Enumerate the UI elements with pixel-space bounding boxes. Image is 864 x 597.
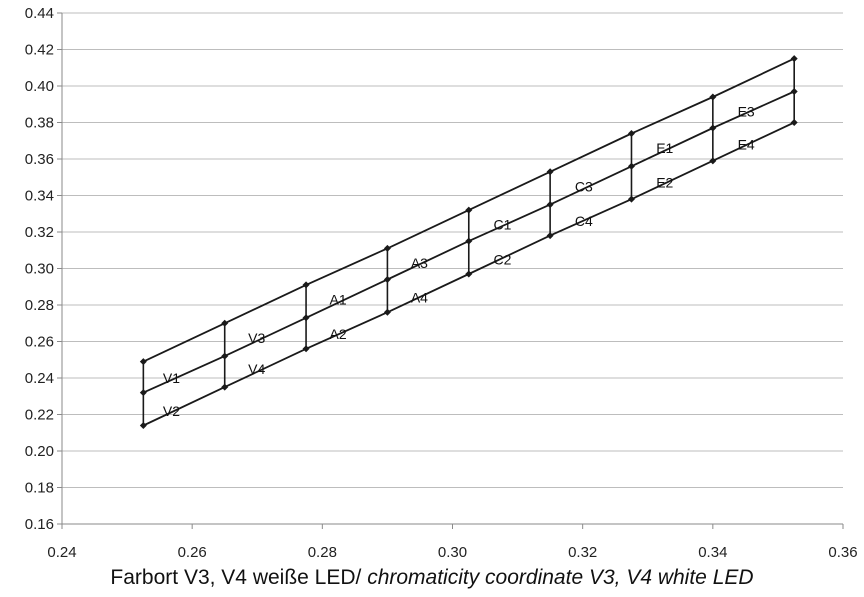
data-point	[139, 389, 147, 397]
bin-label: E4	[738, 136, 755, 152]
bin-label: A3	[411, 255, 428, 271]
data-point	[790, 119, 798, 126]
caption-text: Farbort V3, V4 weiße LED/	[110, 566, 368, 589]
y-tick-label: 0.32	[25, 224, 54, 241]
bin-label: A4	[411, 290, 428, 306]
data-point	[465, 206, 473, 214]
x-tick-label: 0.32	[568, 544, 597, 561]
data-point	[221, 352, 229, 360]
bin-label: E1	[656, 140, 673, 156]
data-point	[546, 232, 554, 240]
y-tick-label: 0.40	[25, 78, 54, 95]
data-point	[709, 157, 717, 165]
bin-label: C4	[575, 213, 593, 229]
bin-label: C2	[494, 251, 512, 267]
bin-boundary-lines	[139, 55, 798, 429]
bin-label: A1	[329, 292, 346, 308]
tick-labels: 0.16 0.18 0.20 0.22 0.24 0.26 0.28 0.30 0.32 0.34…	[25, 5, 858, 561]
data-point	[221, 319, 229, 327]
y-tick-label: 0.28	[25, 297, 54, 314]
data-point	[627, 195, 635, 203]
data-point	[302, 281, 310, 289]
y-tick-label: 0.24	[25, 370, 54, 387]
y-tick-label: 0.16	[25, 516, 54, 533]
data-point	[709, 93, 717, 101]
data-point	[465, 270, 473, 278]
bin-label: E3	[738, 104, 755, 120]
data-point	[221, 383, 229, 391]
x-tick-label: 0.26	[178, 544, 207, 561]
bin-label: V3	[248, 330, 265, 346]
y-tick-label: 0.42	[25, 42, 54, 59]
bin-label: V1	[163, 370, 180, 386]
data-point	[383, 308, 391, 316]
y-tick-label: 0.34	[25, 188, 54, 205]
data-point	[139, 358, 147, 366]
y-tick-label: 0.36	[25, 151, 54, 168]
axes	[57, 12, 844, 529]
bin-label: C3	[575, 178, 593, 194]
x-tick-label: 0.34	[698, 544, 727, 561]
data-point	[709, 124, 717, 132]
data-point	[383, 244, 391, 252]
bin-label: V2	[163, 403, 180, 419]
data-point	[302, 314, 310, 322]
data-point	[465, 237, 473, 245]
chromaticity-chart: 0.16 0.18 0.20 0.22 0.24 0.26 0.28 0.30 0.32 0.34…	[25, 5, 858, 561]
data-point	[302, 345, 310, 353]
y-tick-label: 0.22	[25, 407, 54, 424]
x-tick-label: 0.28	[308, 544, 337, 561]
y-tick-label: 0.20	[25, 443, 54, 460]
data-point	[627, 162, 635, 170]
bin-labels: V1 V2 V3 V4 A1 A2 A3 A4 C1 C2 C3 C4 E1 E2 E3 E4	[163, 104, 755, 419]
bin-label: C1	[494, 217, 512, 233]
y-tick-label: 0.38	[25, 115, 54, 132]
caption-italic: chromaticity coordinate V3, V4 white LED	[367, 566, 754, 589]
x-tick-label: 0.36	[828, 544, 857, 561]
bin-label: V4	[248, 361, 265, 377]
data-point	[790, 55, 798, 63]
x-tick-label: 0.30	[438, 544, 467, 561]
data-point	[546, 168, 554, 176]
y-tick-label: 0.26	[25, 334, 54, 351]
chart-caption: Farbort V3, V4 weiße LED/ chromaticity c…	[0, 566, 864, 590]
y-tick-label: 0.44	[25, 5, 54, 22]
bin-label: E2	[656, 175, 673, 191]
bin-label: A2	[329, 326, 346, 342]
data-point	[383, 275, 391, 283]
data-point	[790, 87, 798, 95]
y-tick-label: 0.30	[25, 261, 54, 278]
x-tick-label: 0.24	[47, 544, 76, 561]
data-point	[546, 201, 554, 209]
gridlines	[62, 12, 843, 525]
y-tick-label: 0.18	[25, 480, 54, 497]
data-point	[627, 129, 635, 137]
data-point	[139, 421, 147, 429]
